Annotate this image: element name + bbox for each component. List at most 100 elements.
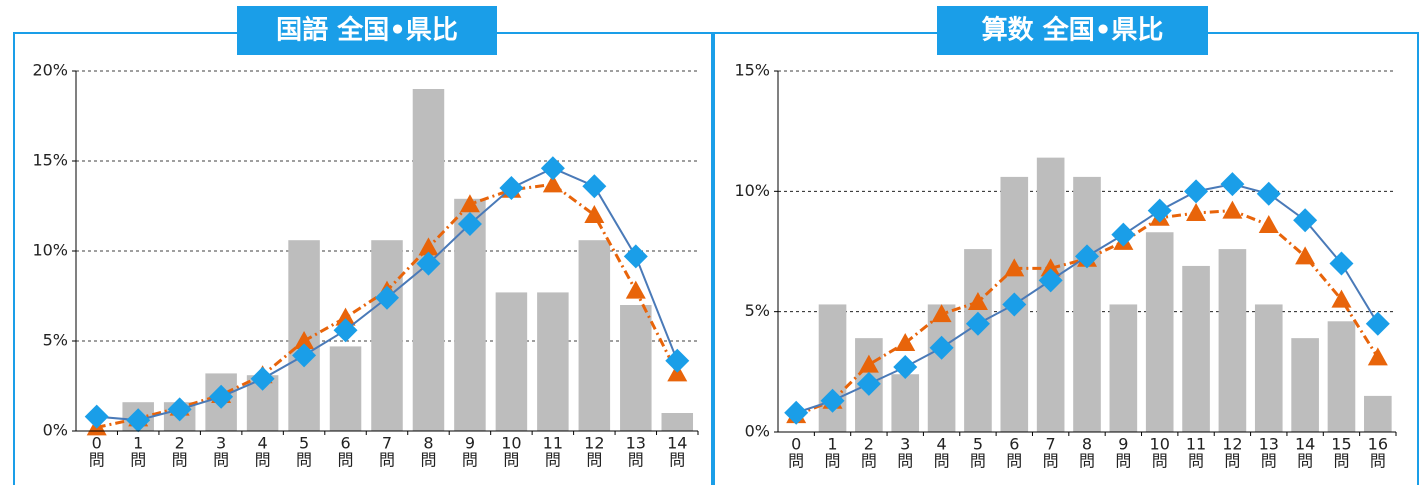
y-tick-label: 5%: [43, 331, 68, 350]
diamond-marker: [333, 318, 358, 343]
triangle-marker: [858, 354, 879, 373]
x-tick-unit: 問: [1370, 452, 1386, 471]
y-tick-label: 20%: [32, 61, 68, 80]
x-tick-label: 3: [216, 434, 226, 453]
x-tick-label: 7: [1046, 435, 1056, 454]
y-tick-label: 0%: [745, 422, 770, 441]
bar: [371, 240, 403, 431]
bar: [964, 249, 992, 432]
x-tick-unit: 問: [503, 451, 519, 470]
bar: [1182, 265, 1210, 432]
diamond-marker: [540, 156, 565, 181]
title-box: [237, 6, 497, 55]
x-tick-label: 4: [936, 435, 946, 454]
x-tick-label: 9: [465, 434, 475, 453]
triangle-marker: [1295, 246, 1316, 265]
bar: [1364, 395, 1392, 432]
x-tick-unit: 問: [338, 451, 354, 470]
x-tick-unit: 問: [296, 451, 312, 470]
x-tick-label: 8: [423, 434, 433, 453]
triangle-marker: [1040, 258, 1061, 277]
x-tick-unit: 問: [1297, 452, 1313, 471]
bar: [1145, 232, 1174, 432]
chart-title: 国語 全国•県比: [276, 15, 458, 46]
x-tick-label: 11: [543, 434, 563, 453]
x-tick-unit: 問: [1079, 452, 1095, 471]
x-tick-label: 8: [1082, 435, 1092, 454]
bar: [454, 198, 486, 431]
diamond-marker: [499, 176, 524, 200]
x-tick-label: 5: [299, 434, 309, 453]
x-tick-unit: 問: [130, 451, 146, 470]
x-tick-unit: 問: [1006, 452, 1022, 471]
triangle-marker: [542, 174, 563, 193]
x-tick-unit: 問: [586, 451, 602, 470]
bar: [578, 240, 611, 431]
diamond-marker: [623, 244, 648, 269]
diamond-marker: [457, 212, 482, 236]
x-tick-unit: 問: [213, 451, 229, 470]
diamond-marker: [929, 335, 954, 360]
x-tick-unit: 問: [545, 451, 561, 470]
y-tick-label: 15%: [734, 61, 770, 80]
x-tick-unit: 問: [970, 452, 986, 471]
diamond-marker: [1147, 198, 1172, 223]
diamond-marker: [1329, 251, 1354, 276]
x-tick-label: 3: [900, 435, 910, 454]
y-tick-label: 5%: [745, 301, 770, 320]
x-tick-label: 6: [1009, 435, 1019, 454]
diamond-marker: [1220, 172, 1245, 197]
x-tick-label: 0: [791, 435, 801, 454]
triangle-marker: [1186, 202, 1207, 221]
x-tick-unit: 問: [1152, 452, 1168, 471]
diamond-marker: [375, 285, 399, 310]
x-tick-label: 11: [1186, 435, 1206, 454]
diamond-marker: [126, 408, 151, 433]
diamond-marker: [84, 404, 109, 429]
diamond-marker: [1184, 179, 1209, 204]
triangle-marker: [1367, 347, 1388, 366]
bar: [495, 292, 528, 431]
x-tick-label: 6: [340, 434, 350, 453]
triangle-marker: [584, 205, 605, 223]
bar: [1327, 321, 1356, 432]
x-tick-label: 4: [258, 434, 268, 453]
chart-title: 算数 全国•県比: [982, 15, 1164, 46]
x-tick-unit: 問: [172, 451, 188, 470]
x-tick-label: 13: [626, 434, 646, 453]
x-tick-label: 2: [175, 434, 185, 453]
x-tick-unit: 問: [379, 451, 395, 470]
x-tick-unit: 問: [462, 451, 478, 470]
diamond-marker: [416, 251, 441, 276]
x-tick-unit: 問: [1188, 452, 1204, 471]
y-tick-label: 0%: [43, 421, 68, 440]
diamond-marker: [582, 174, 607, 199]
bar: [1291, 338, 1319, 432]
triangle-marker: [625, 280, 646, 299]
diamond-marker: [1038, 268, 1063, 293]
diamond-marker: [1075, 244, 1099, 269]
x-tick-label: 0: [92, 434, 102, 453]
x-tick-label: 2: [864, 435, 874, 454]
triangle-marker: [1222, 200, 1243, 219]
triangle-marker: [459, 194, 480, 213]
bar: [927, 304, 956, 432]
bar: [1109, 304, 1138, 432]
y-tick-label: 15%: [32, 151, 68, 170]
diamond-marker: [856, 371, 881, 396]
triangle-marker: [931, 304, 952, 323]
diamond-marker: [665, 348, 690, 373]
x-tick-label: 5: [973, 435, 983, 454]
x-tick-label: 10: [1150, 435, 1170, 454]
x-tick-label: 14: [667, 434, 687, 453]
triangle-marker: [1331, 289, 1352, 308]
x-tick-unit: 問: [861, 452, 877, 471]
bar: [661, 413, 694, 431]
x-tick-label: 9: [1118, 435, 1128, 454]
diamond-marker: [167, 397, 192, 422]
bar: [818, 304, 847, 432]
x-tick-label: 10: [501, 434, 521, 453]
diamond-marker: [784, 400, 809, 425]
diamond-marker: [209, 384, 234, 409]
bar: [1036, 157, 1065, 432]
